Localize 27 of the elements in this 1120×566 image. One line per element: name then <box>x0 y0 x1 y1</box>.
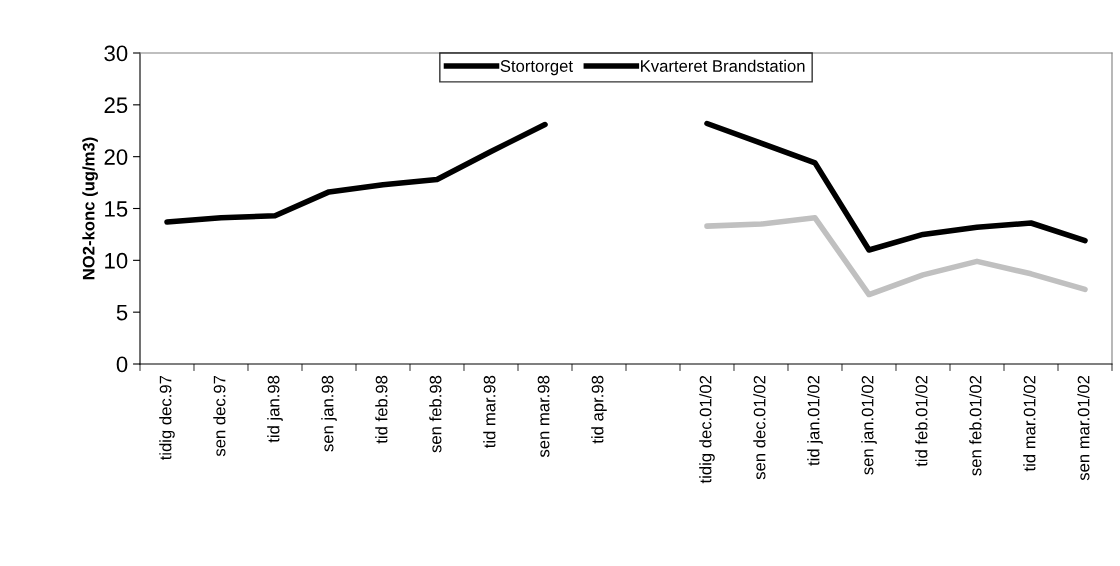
x-tick-label: sen jan.01/02 <box>861 375 877 475</box>
x-tick-label: sen feb.01/02 <box>969 375 982 476</box>
x-tick-label: tid mar.98 <box>483 375 496 449</box>
legend-label: Stortorget <box>500 60 573 76</box>
x-tick-label: sen dec.97 <box>213 375 226 457</box>
x-tick-label: tid jan.98 <box>267 375 283 443</box>
y-axis-title: NO2-konc (ug/m3) <box>82 137 98 280</box>
x-tick-label: sen dec.01/02 <box>753 375 766 480</box>
x-tick-label: tid feb.98 <box>375 375 388 444</box>
x-tick-label: sen mar.01/02 <box>1077 375 1090 481</box>
x-tick-label: tid apr.98 <box>591 375 607 444</box>
x-tick-label: sen jan.98 <box>321 375 337 452</box>
x-tick-label: tid feb.01/02 <box>915 375 928 467</box>
x-tick-label: tid mar.01/02 <box>1023 375 1036 472</box>
x-tick-label: tidig dec.97 <box>159 375 175 461</box>
y-tick-label: 5 <box>116 304 128 321</box>
x-tick-label: sen feb.98 <box>429 375 442 453</box>
x-tick-label: sen mar.98 <box>537 375 550 458</box>
y-tick-label: 15 <box>105 201 128 217</box>
legend-label: Kvarteret Brandstation <box>641 59 805 72</box>
x-tick-label: tidig dec.01/02 <box>699 375 715 484</box>
y-tick-label: 10 <box>105 252 128 269</box>
y-tick-label: 0 <box>116 356 128 373</box>
y-tick-label: 30 <box>104 45 128 62</box>
x-tick-label: tid jan.01/02 <box>807 375 823 466</box>
y-tick-label: 20 <box>104 149 128 165</box>
y-tick-label: 25 <box>104 97 128 114</box>
